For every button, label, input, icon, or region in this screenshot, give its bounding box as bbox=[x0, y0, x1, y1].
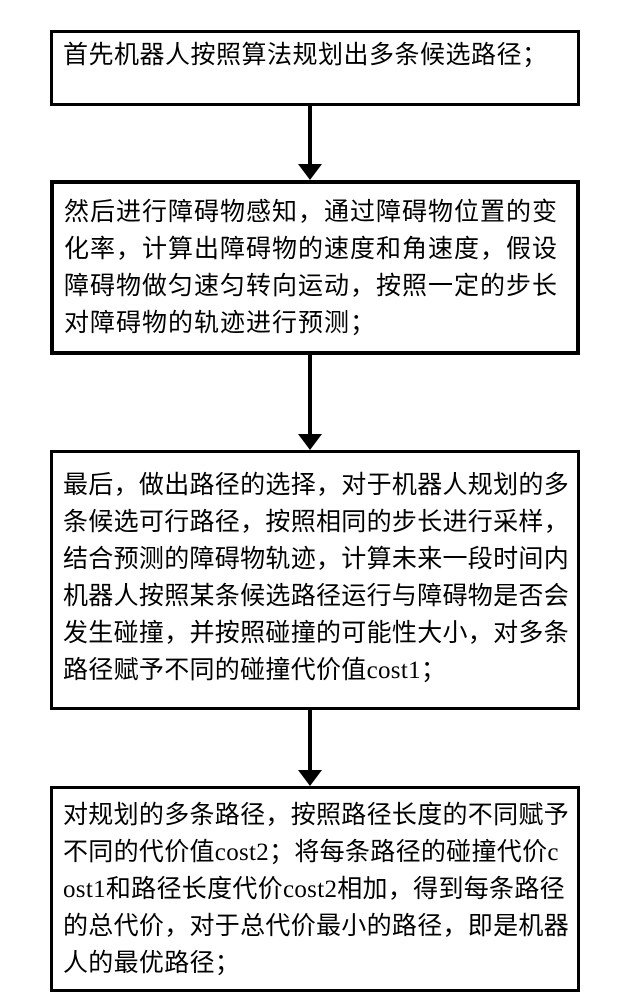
arrow-head-icon bbox=[298, 164, 322, 180]
flow-node-n2: 然后进行障碍物感知，通过障碍物位置的变化率，计算出障碍物的速度和角速度，假设障碍… bbox=[50, 180, 580, 355]
arrow-head-icon bbox=[298, 434, 322, 450]
flow-node-n1: 首先机器人按照算法规划出多条候选路径； bbox=[50, 30, 580, 106]
flowchart-canvas: 首先机器人按照算法规划出多条候选路径； 然后进行障碍物感知，通过障碍物位置的变化率… bbox=[0, 0, 640, 1000]
flow-node-text: 对规划的多条路径，按照路径长度的不同赋予不同的代价值cost2；将每条路径的碰撞… bbox=[63, 797, 569, 982]
flow-node-n3: 最后，做出路径的选择，对于机器人规划的多条候选可行路径，按照相同的步长进行采样，… bbox=[50, 450, 580, 710]
arrow-line bbox=[308, 355, 312, 434]
flow-node-n4: 对规划的多条路径，按照路径长度的不同赋予不同的代价值cost2；将每条路径的碰撞… bbox=[50, 786, 580, 992]
flow-node-text: 首先机器人按照算法规划出多条候选路径； bbox=[63, 39, 567, 73]
flow-node-text: 然后进行障碍物感知，通过障碍物位置的变化率，计算出障碍物的速度和角速度，假设障碍… bbox=[64, 194, 566, 342]
flow-node-text: 最后，做出路径的选择，对于机器人规划的多条候选可行路径，按照相同的步长进行采样，… bbox=[63, 467, 569, 689]
arrow-head-icon bbox=[298, 770, 322, 786]
arrow-line bbox=[308, 106, 312, 164]
arrow-line bbox=[308, 710, 312, 770]
